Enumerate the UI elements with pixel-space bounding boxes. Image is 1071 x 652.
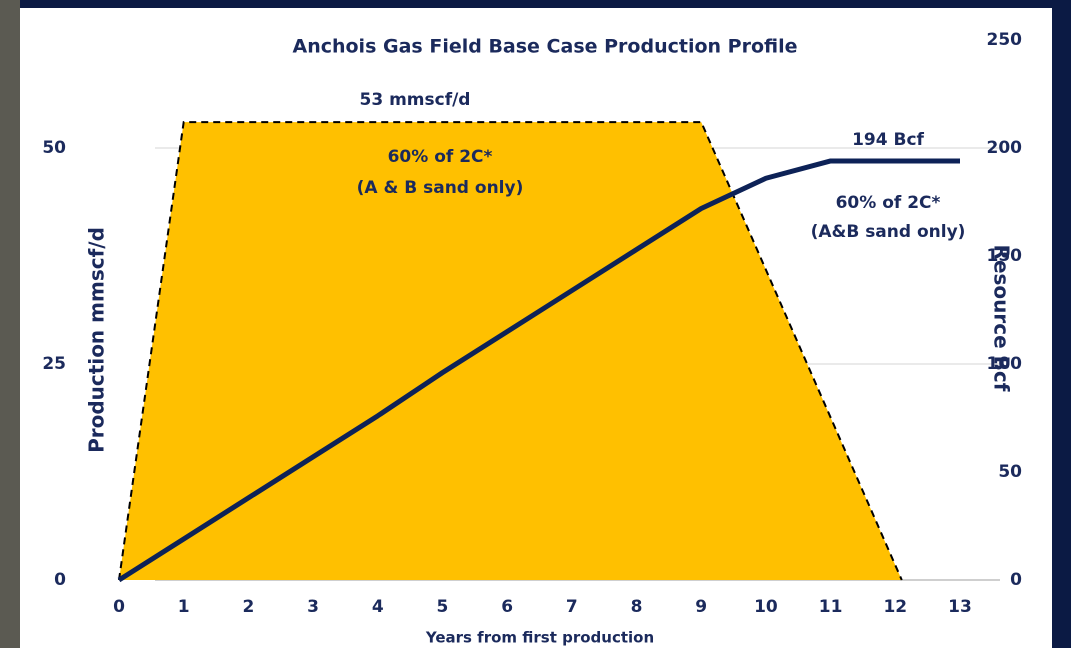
- area-edge: [118, 121, 903, 581]
- annotation: 60% of 2C*: [388, 147, 493, 167]
- x-tick-label: 10: [754, 597, 778, 617]
- x-tick-label: 12: [883, 597, 907, 617]
- x-tick-label: 11: [819, 597, 843, 617]
- photo-strip: [0, 0, 20, 648]
- y2-tick-label: 250: [987, 30, 1023, 50]
- y-tick-label: 50: [42, 138, 66, 158]
- annotation: 53 mmscf/d: [360, 90, 471, 110]
- x-tick-label: 8: [631, 597, 643, 617]
- x-tick-label: 13: [948, 597, 972, 617]
- annotation: 60% of 2C*: [836, 193, 941, 213]
- x-tick-label: 9: [695, 597, 707, 617]
- chart-title: Anchois Gas Field Base Case Production P…: [292, 36, 797, 58]
- x-tick-label: 1: [178, 597, 190, 617]
- x-tick-label: 2: [242, 597, 254, 617]
- y-axis-title: Production mmscf/d: [85, 227, 109, 453]
- x-tick-label: 0: [113, 597, 125, 617]
- area: [119, 122, 902, 580]
- x-axis-title: Years from first production: [425, 629, 654, 647]
- y2-tick-label: 50: [998, 462, 1022, 482]
- annotation: (A&B sand only): [811, 222, 966, 242]
- y2-tick-label: 200: [987, 138, 1023, 158]
- x-tick-label: 4: [372, 597, 384, 617]
- x-tick-label: 3: [307, 597, 319, 617]
- x-tick-label: 5: [437, 597, 449, 617]
- annotation: (A & B sand only): [357, 178, 524, 198]
- y2-tick-label: 150: [987, 246, 1023, 266]
- line: [117, 158, 960, 583]
- y2-tick-label: 100: [987, 354, 1023, 374]
- annotation: 194 Bcf: [852, 130, 924, 150]
- y2-tick-label: 0: [1010, 570, 1022, 590]
- x-tick-label: 7: [566, 597, 578, 617]
- y-tick-label: 25: [42, 354, 66, 374]
- y2-axis-title: Resource Bcf: [990, 245, 1014, 392]
- x-tick-label: 6: [501, 597, 513, 617]
- y-tick-label: 0: [54, 570, 66, 590]
